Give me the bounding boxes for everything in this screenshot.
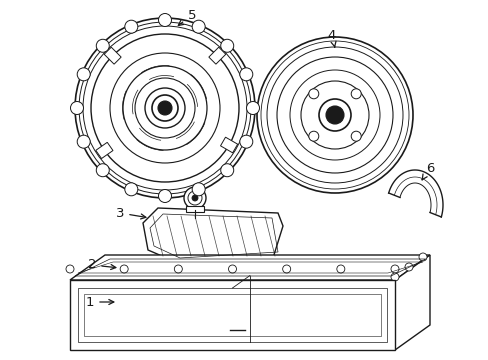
Circle shape — [152, 95, 178, 121]
Text: 4: 4 — [327, 28, 336, 47]
Circle shape — [390, 273, 398, 281]
Circle shape — [257, 37, 412, 193]
Polygon shape — [185, 206, 203, 212]
Text: 1: 1 — [85, 296, 114, 309]
Circle shape — [390, 265, 398, 273]
Circle shape — [289, 70, 379, 160]
Circle shape — [158, 189, 171, 202]
Circle shape — [318, 99, 350, 131]
Circle shape — [220, 39, 233, 52]
Circle shape — [192, 20, 205, 33]
Circle shape — [77, 135, 90, 148]
Circle shape — [91, 34, 239, 182]
Circle shape — [70, 102, 83, 114]
Circle shape — [308, 131, 318, 141]
Circle shape — [174, 265, 182, 273]
Circle shape — [239, 68, 252, 81]
Circle shape — [79, 22, 250, 194]
Polygon shape — [142, 208, 283, 263]
Circle shape — [75, 18, 254, 198]
Text: 6: 6 — [421, 162, 433, 180]
Polygon shape — [70, 280, 394, 350]
Circle shape — [187, 191, 202, 205]
Circle shape — [110, 53, 220, 163]
Circle shape — [83, 26, 246, 190]
Circle shape — [325, 106, 343, 124]
Circle shape — [120, 265, 128, 273]
Circle shape — [192, 195, 198, 201]
Circle shape — [276, 57, 392, 173]
Circle shape — [124, 20, 138, 33]
Circle shape — [261, 41, 408, 189]
Circle shape — [66, 265, 74, 273]
Circle shape — [418, 253, 426, 261]
Circle shape — [135, 78, 195, 138]
Circle shape — [336, 265, 344, 273]
Text: 3: 3 — [116, 207, 145, 220]
Text: 5: 5 — [178, 9, 196, 26]
Polygon shape — [220, 137, 237, 153]
Circle shape — [350, 89, 361, 99]
Circle shape — [96, 39, 109, 52]
Circle shape — [96, 164, 109, 177]
Circle shape — [124, 183, 138, 196]
Circle shape — [239, 135, 252, 148]
Circle shape — [301, 81, 368, 149]
Circle shape — [123, 66, 206, 150]
Polygon shape — [394, 255, 429, 350]
Circle shape — [145, 88, 184, 128]
Circle shape — [220, 164, 233, 177]
Polygon shape — [96, 142, 113, 158]
Polygon shape — [208, 47, 225, 64]
Circle shape — [308, 89, 318, 99]
Text: 2: 2 — [87, 258, 116, 271]
Circle shape — [77, 68, 90, 81]
Polygon shape — [104, 47, 121, 64]
Circle shape — [266, 47, 402, 183]
Circle shape — [228, 265, 236, 273]
Circle shape — [183, 187, 205, 209]
Circle shape — [282, 265, 290, 273]
Circle shape — [350, 131, 361, 141]
Circle shape — [404, 263, 412, 271]
Circle shape — [158, 101, 172, 115]
Circle shape — [158, 14, 171, 27]
Circle shape — [246, 102, 259, 114]
Polygon shape — [70, 255, 429, 280]
Circle shape — [192, 183, 205, 196]
